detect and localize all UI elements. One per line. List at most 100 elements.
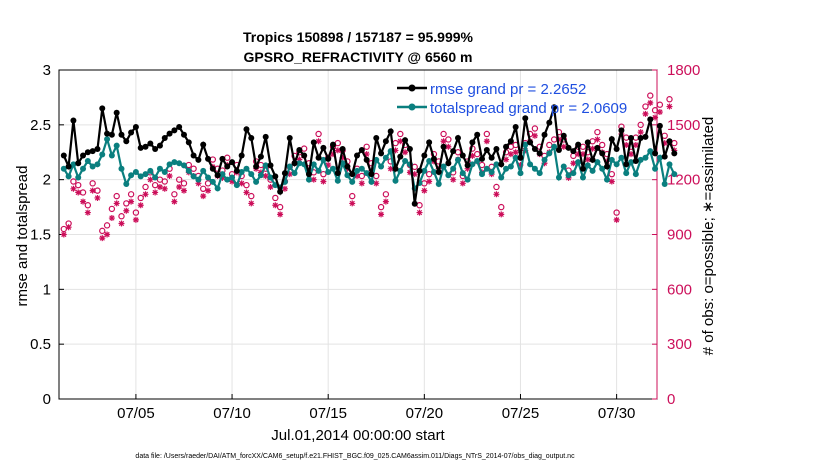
obs-assimilated-point	[176, 183, 183, 190]
obs-assimilated-point	[440, 138, 447, 145]
totalspread-point	[430, 168, 437, 175]
totalspread-point	[195, 176, 202, 183]
rmse-point	[445, 160, 452, 167]
obs-assimilated-point	[416, 209, 423, 216]
obs-possible-point	[416, 202, 423, 209]
totalspread-point	[75, 174, 82, 181]
rmse-point	[527, 139, 534, 146]
rmse-point	[253, 163, 260, 170]
obs-possible-point	[175, 176, 183, 183]
y-axis-left-label: rmse and totalspread	[14, 166, 31, 307]
rmse-point	[618, 127, 625, 134]
obs-assimilated-point	[555, 136, 562, 143]
totalspread-point	[224, 176, 231, 183]
obs-assimilated-point	[623, 141, 630, 148]
rmse-point	[209, 165, 216, 172]
rmse-point	[604, 163, 611, 170]
totalspread-point	[286, 163, 293, 170]
obs-possible-point	[103, 222, 111, 229]
rmse-point	[474, 131, 481, 138]
rmse-point	[546, 119, 553, 126]
obs-possible-point	[666, 96, 673, 103]
obs-assimilated-point	[498, 211, 505, 218]
totalspread-point	[176, 160, 183, 167]
obs-assimilated-point	[402, 149, 409, 156]
totalspread-point	[291, 170, 298, 177]
totalspread-point	[315, 167, 322, 174]
obs-assimilated-point	[397, 138, 404, 145]
legend: rmse grand pr = 2.2652 totalspread grand…	[397, 81, 627, 117]
totalspread-point	[579, 174, 586, 181]
obs-possible-point	[248, 192, 255, 200]
x-tick-label-1: 07/10	[213, 405, 251, 422]
totalspread-point	[238, 168, 245, 175]
rmse-point	[565, 144, 572, 151]
rmse-point	[579, 165, 586, 172]
obs-assimilated-point	[483, 138, 490, 145]
obs-possible-point	[84, 202, 92, 209]
rmse-point	[156, 142, 163, 149]
obs-assimilated-point	[541, 160, 548, 167]
rmse-point	[628, 134, 635, 141]
obs-possible-point	[209, 156, 217, 163]
rmse-point	[358, 147, 365, 154]
obs-assimilated-point	[286, 171, 293, 178]
obs-assimilated-point	[219, 174, 226, 181]
rmse-point	[397, 153, 404, 160]
totalspread-point	[344, 172, 351, 179]
rmse-point	[296, 147, 303, 154]
obs-possible-point	[171, 191, 178, 198]
totalspread-point	[257, 172, 264, 179]
totalspread-point	[604, 176, 611, 183]
obs-assimilated-point	[445, 143, 452, 150]
totalspread-point	[503, 165, 510, 172]
obs-assimilated-point	[84, 209, 91, 216]
obs-assimilated-point	[512, 149, 519, 156]
rmse-point	[128, 129, 135, 136]
obs-possible-point	[185, 161, 192, 169]
obs-possible-point	[656, 101, 664, 108]
rmse-point	[315, 154, 322, 161]
obs-assimilated-point	[503, 156, 510, 163]
totalspread-point	[555, 174, 562, 181]
obs-possible-point	[75, 181, 82, 189]
obs-possible-point	[204, 180, 212, 187]
obs-assimilated-point	[493, 191, 500, 198]
totalspread-point	[474, 158, 481, 165]
rmse-point	[118, 131, 125, 138]
rmse-point	[89, 148, 96, 155]
y-right-tick-label-5: 1500	[667, 117, 700, 134]
totalspread-point	[132, 168, 139, 175]
obs-assimilated-point	[517, 162, 524, 169]
rmse-point	[584, 139, 591, 146]
obs-possible-point	[161, 178, 168, 185]
rmse-point	[180, 131, 187, 138]
totalspread-point	[84, 158, 91, 165]
rmse-point	[479, 155, 486, 162]
totalspread-point	[205, 174, 212, 181]
rmse-point	[334, 170, 341, 177]
rmse-point	[320, 144, 327, 151]
obs-possible-point	[493, 183, 500, 191]
rmse-point	[286, 134, 293, 141]
totalspread-point	[628, 159, 635, 166]
totalspread-point	[296, 160, 303, 167]
obs-possible-point	[498, 203, 505, 211]
x-tick-label-0: 07/05	[117, 405, 155, 422]
rmse-point	[267, 162, 274, 169]
x-tick-label-2: 07/15	[309, 405, 347, 422]
x-tick-label-5: 07/30	[598, 405, 636, 422]
obs-assimilated-point	[560, 143, 567, 150]
rmse-point	[594, 144, 601, 151]
rmse-point	[642, 133, 649, 140]
rmse-point	[512, 124, 519, 131]
obs-possible-point	[608, 170, 616, 178]
obs-assimilated-point	[450, 176, 457, 183]
rmse-point	[536, 150, 543, 157]
totalspread-point	[330, 165, 337, 172]
totalspread-point	[623, 170, 630, 177]
rmse-point	[176, 124, 183, 131]
rmse-point	[325, 155, 332, 162]
totalspread-point	[368, 178, 375, 185]
rmse-point	[652, 150, 659, 157]
